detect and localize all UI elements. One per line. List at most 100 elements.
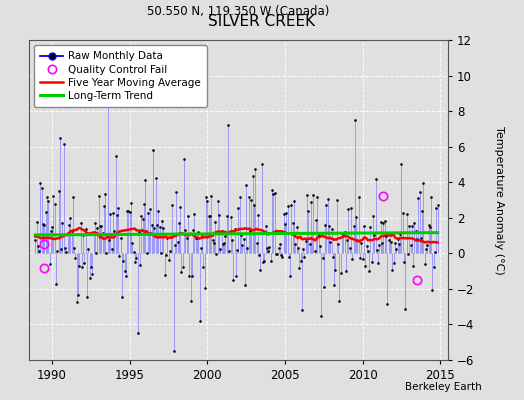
Point (417, 235, 425, 241)
Point (226, 214, 235, 220)
Point (137, 213, 146, 220)
Point (388, 267, 397, 273)
Point (185, 273, 193, 279)
Point (69, 194, 77, 200)
Point (149, 147, 157, 154)
Point (264, 248, 272, 254)
Point (216, 246, 224, 252)
Point (181, 227, 190, 233)
Point (107, 246, 116, 252)
Point (99, 230, 107, 236)
Point (122, 272, 130, 279)
Point (155, 224, 163, 230)
Point (133, 330, 141, 336)
Point (362, 242, 370, 249)
Point (387, 238, 395, 245)
Point (101, 190, 110, 197)
Point (63, 230, 72, 236)
Point (239, 236, 248, 242)
Point (292, 224, 301, 230)
Point (313, 194, 322, 200)
Point (184, 213, 192, 220)
Point (418, 208, 427, 214)
Point (357, 239, 366, 246)
Point (364, 248, 372, 254)
Point (206, 213, 214, 219)
Point (138, 216, 147, 222)
Point (410, 220, 419, 226)
Point (377, 219, 385, 226)
Point (386, 230, 394, 236)
Point (231, 226, 239, 232)
Point (257, 161, 266, 168)
Point (351, 117, 359, 123)
Point (281, 220, 289, 227)
Point (88, 271, 96, 278)
Point (243, 244, 252, 251)
Point (433, 202, 442, 208)
Point (419, 180, 428, 186)
Point (326, 239, 334, 245)
Point (322, 202, 331, 208)
Title: 50.550 N, 119.350 W (Canada): 50.550 N, 119.350 W (Canada) (147, 5, 330, 18)
Point (66, 215, 74, 222)
Point (350, 223, 358, 229)
Point (35, 248, 43, 254)
Point (338, 230, 346, 236)
Point (176, 204, 184, 210)
Point (179, 264, 187, 270)
Point (136, 262, 144, 268)
Point (241, 282, 249, 288)
Point (424, 222, 433, 228)
Point (78, 264, 86, 270)
Point (109, 209, 117, 216)
Point (54, 188, 63, 194)
Point (204, 213, 213, 220)
Point (358, 256, 367, 262)
Point (401, 306, 410, 312)
Point (321, 222, 329, 228)
Point (329, 254, 337, 261)
Point (366, 224, 375, 230)
Point (316, 243, 324, 249)
Point (60, 141, 68, 147)
Point (235, 194, 244, 200)
Point (75, 263, 83, 270)
Point (276, 240, 284, 247)
Y-axis label: Temperature Anomaly (°C): Temperature Anomaly (°C) (494, 126, 504, 274)
Point (395, 241, 403, 247)
Point (119, 258, 127, 264)
Point (196, 244, 205, 251)
Point (311, 248, 319, 254)
Point (361, 262, 369, 269)
Point (286, 272, 294, 279)
Point (124, 208, 133, 214)
Point (300, 253, 309, 260)
Point (360, 223, 368, 229)
Point (405, 223, 413, 230)
Point (297, 258, 305, 264)
Point (343, 237, 351, 243)
Point (89, 229, 97, 235)
Point (57, 246, 66, 252)
Point (233, 247, 242, 253)
Text: SILVER CREEK: SILVER CREEK (209, 14, 315, 29)
Point (135, 229, 143, 235)
Point (408, 223, 416, 229)
Point (140, 201, 148, 207)
Point (151, 175, 160, 182)
Point (159, 224, 168, 231)
Point (225, 248, 234, 254)
Point (375, 242, 384, 248)
Point (339, 230, 347, 237)
Point (105, 237, 113, 243)
Point (422, 246, 430, 252)
Point (96, 223, 104, 230)
Point (411, 227, 420, 234)
Point (85, 275, 94, 281)
Point (48, 224, 56, 230)
Point (314, 232, 323, 238)
Point (38, 185, 46, 192)
Point (403, 251, 412, 258)
Point (305, 241, 314, 247)
